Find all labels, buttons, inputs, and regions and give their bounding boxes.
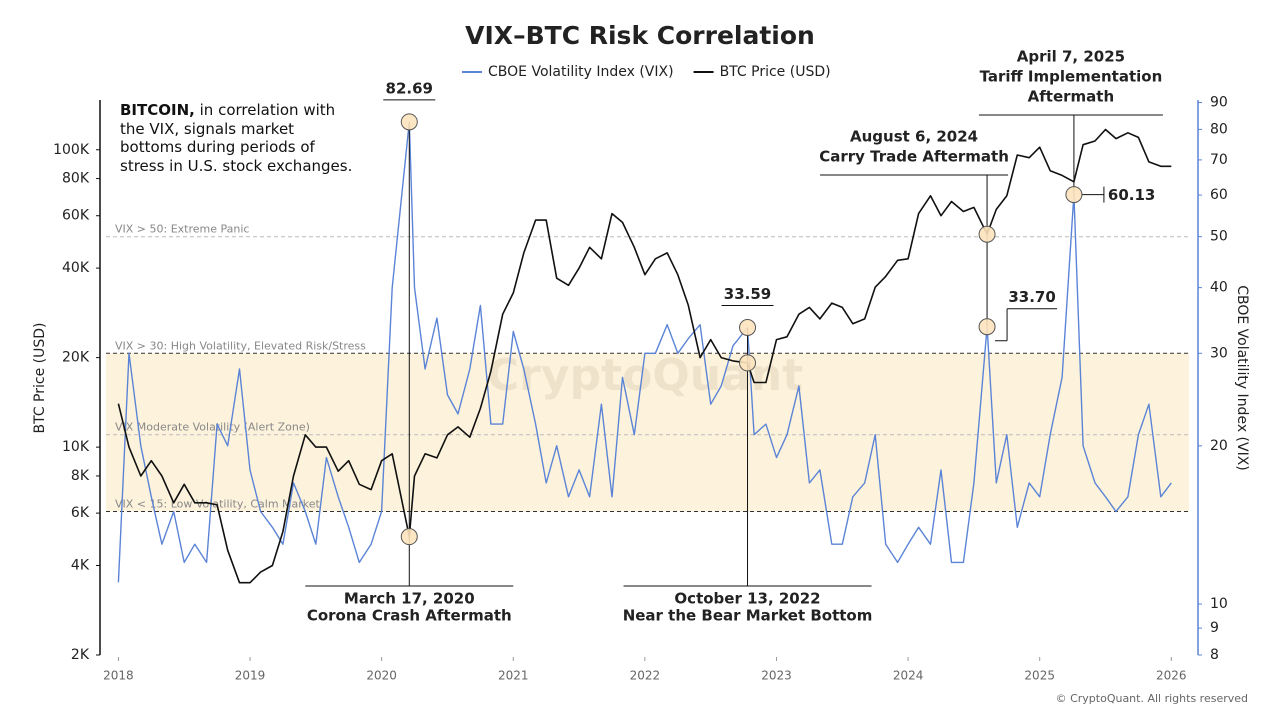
y-tick-label: 4K — [71, 557, 90, 573]
y-tick-label: 60K — [62, 208, 90, 224]
calm-zone — [106, 353, 1189, 512]
vix-marker — [978, 318, 996, 336]
annotation-date: March 17, 2020 — [344, 590, 475, 608]
x-tick-label: 2025 — [1024, 669, 1055, 683]
annotation-date: April 7, 2025 — [1017, 48, 1125, 66]
x-tick-label: 2026 — [1156, 669, 1187, 683]
y2-tick-label: 30 — [1210, 345, 1228, 361]
threshold-label: VIX > 50: Extreme Panic — [115, 223, 249, 236]
y2-tick-label: 70 — [1210, 152, 1228, 168]
threshold-label: VIX Moderate Volatility (Alert Zone) — [115, 421, 310, 434]
y-tick-label: 8K — [71, 468, 90, 484]
legend-label: CBOE Volatility Index (VIX) — [488, 64, 674, 80]
legend-label: BTC Price (USD) — [720, 64, 831, 80]
threshold-label: VIX < 15: Low Volatility, Calm Market — [115, 498, 321, 511]
x-tick-label: 2024 — [893, 669, 924, 683]
x-tick-label: 2023 — [761, 669, 792, 683]
btc-marker — [739, 354, 757, 372]
y2-tick-label: 80 — [1210, 121, 1228, 137]
y-tick-label: 10K — [62, 439, 90, 455]
x-tick-label: 2021 — [498, 669, 529, 683]
y-axis-title: BTC Price (USD) — [32, 322, 48, 433]
y2-axis-title: CBOE Volatility Index (VIX) — [1234, 285, 1250, 471]
y-tick-label: 20K — [62, 350, 90, 366]
annotation-date: August 6, 2024 — [850, 128, 978, 146]
y2-tick-label: 8 — [1210, 647, 1219, 663]
x-tick-label: 2022 — [630, 669, 661, 683]
x-tick-label: 2020 — [366, 669, 397, 683]
y2-tick-label: 10 — [1210, 596, 1228, 612]
y-tick-label: 100K — [53, 142, 90, 158]
annotation-date: October 13, 2022 — [674, 590, 820, 608]
annotation-caption: Near the Bear Market Bottom — [623, 607, 873, 625]
vix-marker — [400, 113, 418, 131]
x-tick-label: 2018 — [103, 669, 134, 683]
annotation-caption: Corona Crash Aftermath — [307, 607, 512, 625]
y2-tick-label: 50 — [1210, 229, 1228, 245]
annotation-caption: Tariff Implementation — [980, 68, 1163, 86]
series-line — [117, 128, 1172, 584]
data-label: 33.70 — [1008, 288, 1055, 306]
annotation-caption: Aftermath — [1028, 88, 1114, 106]
y-tick-label: 2K — [71, 647, 90, 663]
vix-marker — [739, 318, 757, 336]
y-tick-label: 40K — [62, 260, 90, 276]
data-label: 33.59 — [724, 285, 771, 303]
note-bold: BITCOIN, — [120, 101, 195, 119]
data-label: 82.69 — [386, 79, 433, 97]
threshold-label: VIX > 30: High Volatility, Elevated Risk… — [115, 339, 366, 352]
y2-tick-label: 9 — [1210, 620, 1219, 636]
data-label: 60.13 — [1108, 186, 1155, 204]
btc-marker — [978, 225, 996, 243]
credit: © CryptoQuant. All rights reserved — [1056, 692, 1248, 705]
y-tick-label: 6K — [71, 505, 90, 521]
y-tick-label: 80K — [62, 171, 90, 187]
y2-tick-label: 60 — [1210, 187, 1228, 203]
x-tick-label: 2019 — [235, 669, 266, 683]
annotation-caption: Carry Trade Aftermath — [819, 148, 1009, 166]
y2-tick-label: 90 — [1210, 95, 1228, 111]
series-line — [117, 121, 1172, 583]
y2-tick-label: 40 — [1210, 280, 1228, 296]
btc-marker — [400, 528, 418, 546]
vix-marker — [1065, 186, 1083, 204]
note: BITCOIN, in correlation with the VIX, si… — [120, 101, 356, 175]
note-text: in correlation with the VIX, signals mar… — [120, 101, 353, 175]
chart-title: VIX–BTC Risk Correlation — [465, 21, 815, 50]
y2-tick-label: 20 — [1210, 438, 1228, 454]
